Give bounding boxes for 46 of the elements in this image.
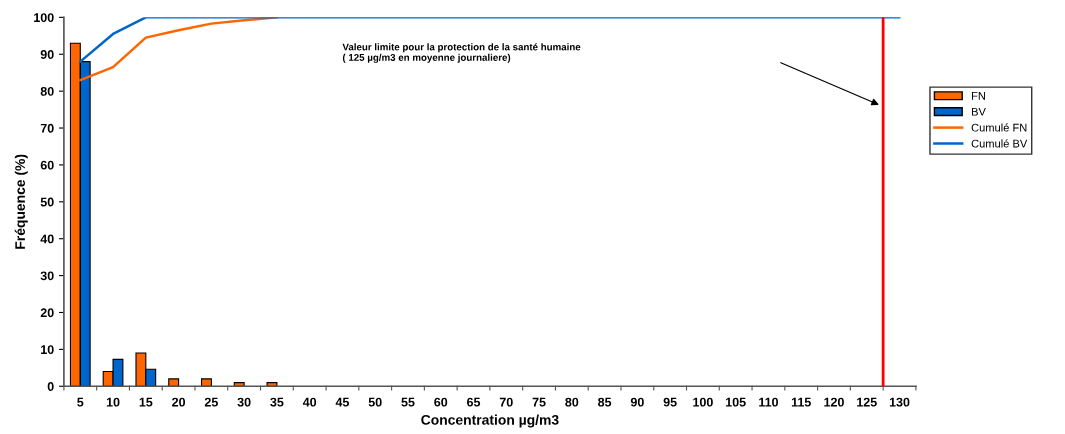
y-tick-label: 80	[40, 86, 54, 96]
x-tick-label: 100	[693, 397, 713, 407]
x-tick-label: 65	[467, 397, 481, 407]
legend-label: BV	[972, 107, 986, 116]
x-tick-label: 80	[565, 397, 579, 407]
x-tick-label: 10	[106, 397, 120, 407]
y-tick-label: 100	[34, 13, 54, 23]
x-tick-label: 60	[434, 397, 448, 407]
y-tick-label: 90	[40, 50, 54, 59]
y-tick-label: 30	[40, 271, 54, 281]
x-tick-label: 85	[598, 397, 612, 407]
y-tick-label: 50	[40, 197, 54, 207]
legend-label: Cumulé FN	[971, 123, 1027, 132]
y-tick-label: 20	[40, 308, 54, 318]
bar	[168, 378, 180, 387]
y-axis-title: Fréquence (%)	[14, 154, 28, 249]
x-tick-label: 110	[759, 397, 779, 407]
y-tick-label: 0	[47, 382, 54, 391]
legend-label: FN	[972, 92, 985, 100]
x-tick-label: 40	[302, 397, 317, 407]
x-tick-label: 15	[139, 397, 153, 407]
legend-label: Cumulé BV	[971, 139, 1028, 148]
x-tick-label: 55	[401, 397, 415, 407]
x-tick-label: 45	[335, 397, 350, 407]
y-tick-label: 60	[40, 160, 54, 170]
x-tick-label: 20	[172, 397, 186, 407]
x-tick-label: 25	[204, 397, 218, 407]
x-tick-label: 70	[499, 397, 513, 407]
x-tick-label: 130	[889, 397, 910, 407]
bar	[200, 378, 212, 387]
x-tick-label: 120	[824, 397, 844, 407]
x-tick-label: 125	[857, 397, 877, 407]
x-tick-label: 95	[663, 397, 677, 407]
x-tick-label: 5	[77, 397, 84, 407]
x-tick-label: 90	[630, 397, 644, 407]
x-tick-label: 30	[237, 397, 251, 407]
annotation: Valeur limite pour la protection de la santé humaine ( 125 µg/m3 en moyenne journaliere)	[342, 43, 581, 63]
y-tick-label: 70	[40, 123, 54, 133]
x-tick-label: 50	[368, 397, 382, 407]
x-tick-label: 75	[532, 397, 546, 407]
y-tick-label: 10	[41, 345, 54, 355]
x-tick-label: 105	[726, 397, 746, 407]
x-tick-label: 115	[791, 397, 811, 407]
y-tick-label: 40	[40, 234, 54, 244]
x-axis-title: Concentration µg/m3	[421, 414, 559, 428]
x-tick-label: 35	[270, 397, 284, 407]
